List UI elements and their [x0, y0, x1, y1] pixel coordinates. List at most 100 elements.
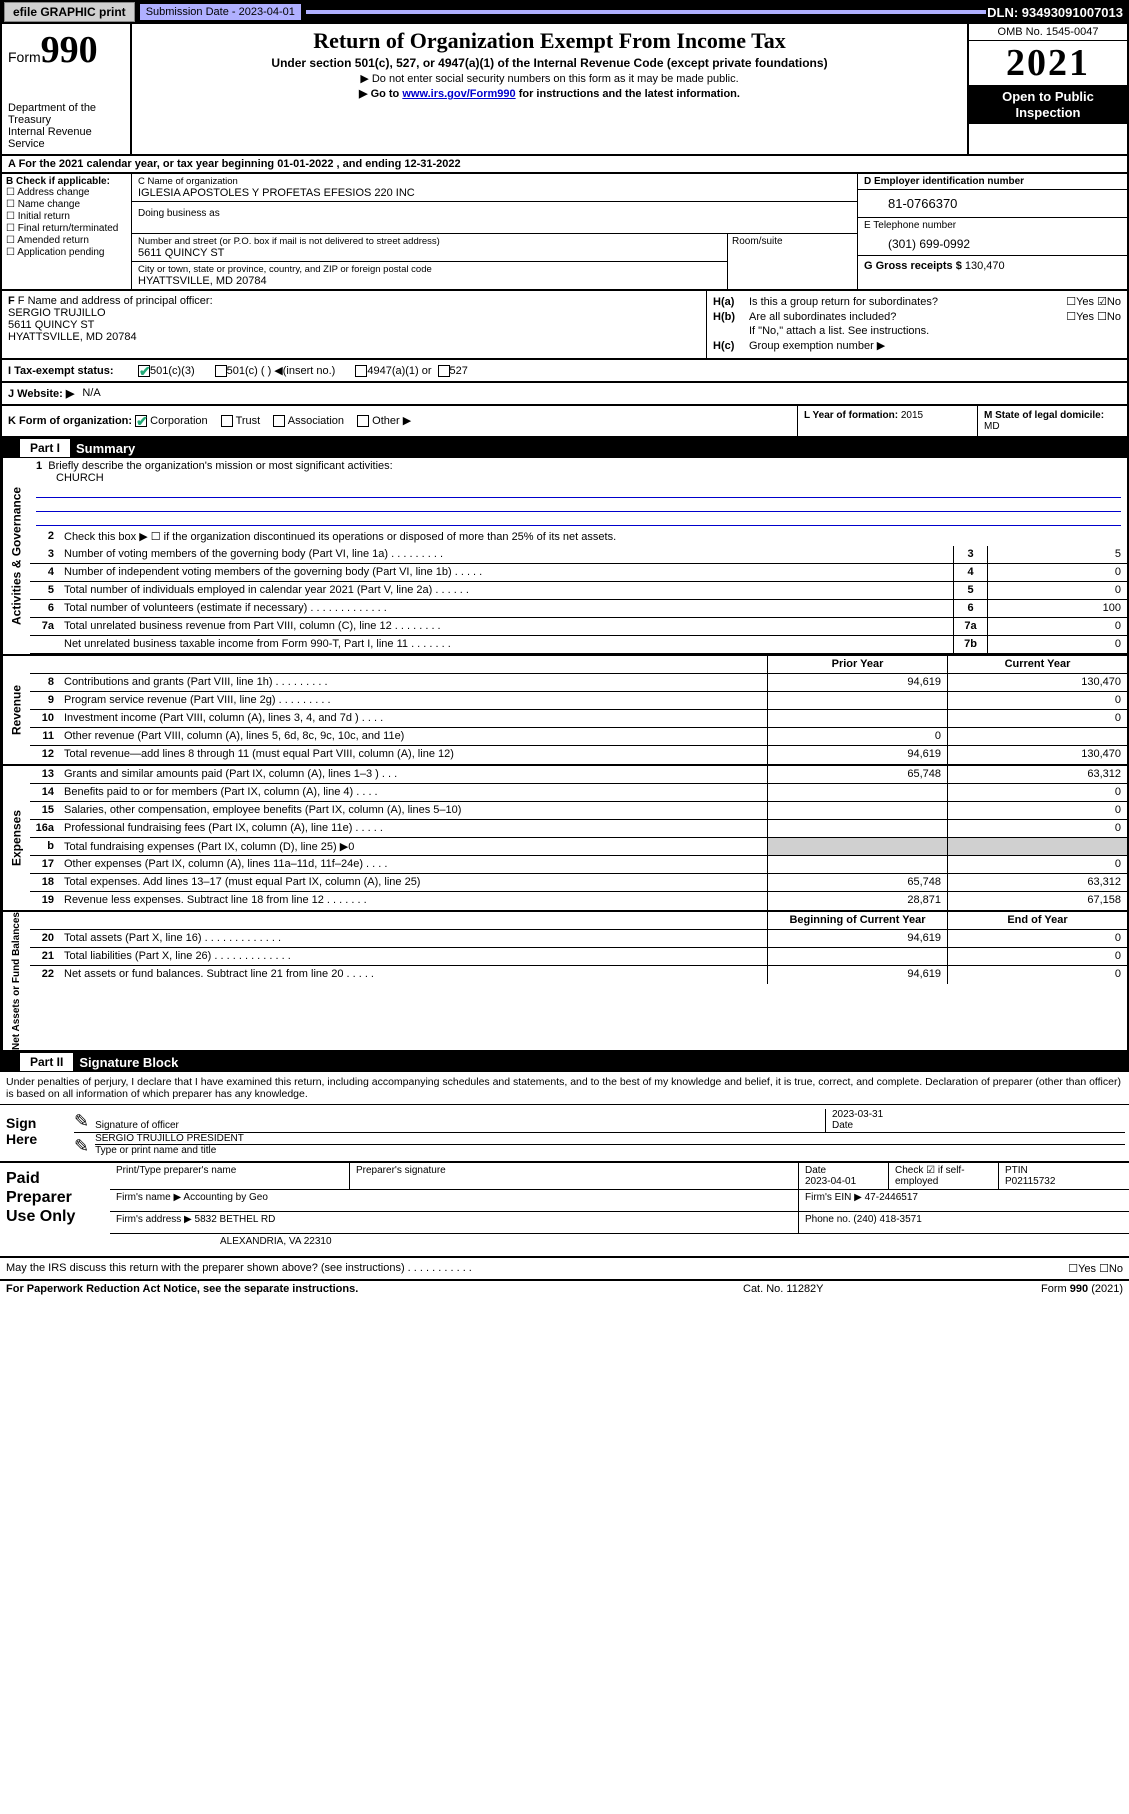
side-revenue: Revenue: [2, 656, 30, 764]
pen-icon: ✎: [74, 1111, 89, 1132]
chk-trust[interactable]: [221, 415, 233, 427]
chk-initial-return[interactable]: ☐ Initial return: [6, 211, 127, 222]
prep-selfemp[interactable]: Check ☑ if self-employed: [889, 1163, 999, 1189]
chk-assoc[interactable]: [273, 415, 285, 427]
spacer: [306, 9, 987, 15]
org-name: IGLESIA APOSTOLES Y PROFETAS EFESIOS 220…: [138, 187, 851, 199]
preparer-block: Paid Preparer Use Only Print/Type prepar…: [0, 1163, 1129, 1258]
net-line-22: 22Net assets or fund balances. Subtract …: [30, 966, 1127, 984]
form-title: Return of Organization Exempt From Incom…: [140, 28, 959, 54]
chk-4947[interactable]: [355, 365, 367, 377]
irs-label: Internal Revenue Service: [8, 126, 124, 150]
exp-line-18: 18Total expenses. Add lines 13–17 (must …: [30, 874, 1127, 892]
firm-addr2: ALEXANDRIA, VA 22310: [110, 1234, 1129, 1256]
side-net: Net Assets or Fund Balances: [2, 912, 30, 1050]
pen-icon-2: ✎: [74, 1136, 89, 1157]
ein-label: D Employer identification number: [858, 174, 1127, 190]
dba-label: Doing business as: [132, 202, 857, 234]
officer-print-name: SERGIO TRUJILLO PRESIDENT: [95, 1133, 1125, 1145]
open-inspection: Open to Public Inspection: [969, 85, 1127, 124]
form-ref: Form 990 (2021): [943, 1283, 1123, 1295]
chk-app-pending[interactable]: ☐ Application pending: [6, 247, 127, 258]
form-id-box: Form990 Department of the Treasury Inter…: [2, 24, 132, 154]
ein-value: 81-0766370: [858, 190, 1127, 217]
efile-print-button[interactable]: efile GRAPHIC print: [4, 2, 135, 22]
org-name-label: C Name of organization: [138, 176, 851, 187]
website-value: N/A: [82, 387, 100, 400]
box-c: C Name of organization IGLESIA APOSTOLES…: [132, 174, 857, 289]
irs-link[interactable]: www.irs.gov/Form990: [402, 88, 515, 100]
form-note-ssn: ▶ Do not enter social security numbers o…: [140, 72, 959, 85]
part1-header: Part I Summary: [0, 438, 1129, 458]
paperwork-notice: For Paperwork Reduction Act Notice, see …: [6, 1283, 743, 1295]
side-governance: Activities & Governance: [2, 458, 30, 654]
top-bar: efile GRAPHIC print Submission Date - 20…: [0, 0, 1129, 24]
part1-num: Part I: [20, 439, 70, 457]
declaration: Under penalties of perjury, I declare th…: [0, 1072, 1129, 1105]
prep-date: 2023-04-01: [805, 1176, 856, 1187]
sig-date: 2023-03-31: [832, 1109, 883, 1120]
prep-name-hdr: Print/Type preparer's name: [110, 1163, 350, 1189]
side-expenses: Expenses: [2, 766, 30, 910]
ha-yesno[interactable]: ☐Yes ☑No: [1011, 295, 1121, 308]
form-title-box: Return of Organization Exempt From Incom…: [132, 24, 967, 154]
chk-other[interactable]: [357, 415, 369, 427]
gov-line-7b: Net unrelated business taxable income fr…: [30, 636, 1127, 654]
firm-phone: (240) 418-3571: [853, 1214, 921, 1225]
chk-address-change[interactable]: ☐ Address change: [6, 187, 127, 198]
chk-amended[interactable]: ☐ Amended return: [6, 235, 127, 246]
form-number: 990: [41, 29, 98, 71]
officer-name: SERGIO TRUJILLO: [8, 307, 700, 319]
cat-no: Cat. No. 11282Y: [743, 1283, 943, 1295]
rev-line-12: 12Total revenue—add lines 8 through 11 (…: [30, 746, 1127, 764]
dept-treasury: Department of the Treasury: [8, 102, 124, 126]
exp-line-14: 14Benefits paid to or for members (Part …: [30, 784, 1127, 802]
firm-ein: 47-2446517: [865, 1192, 918, 1203]
exp-line-13: 13Grants and similar amounts paid (Part …: [30, 766, 1127, 784]
firm-name: Accounting by Geo: [183, 1192, 268, 1203]
exp-line-15: 15Salaries, other compensation, employee…: [30, 802, 1127, 820]
box-b: B Check if applicable: ☐ Address change …: [2, 174, 132, 289]
sign-block: Sign Here ✎ Signature of officer 2023-03…: [0, 1105, 1129, 1163]
gov-line-6: 6Total number of volunteers (estimate if…: [30, 600, 1127, 618]
discuss-yesno[interactable]: ☐Yes ☐No: [1068, 1262, 1123, 1275]
box-b-label: B Check if applicable:: [6, 176, 127, 187]
mission-text: CHURCH: [36, 472, 1121, 484]
chk-501c[interactable]: [215, 365, 227, 377]
prep-sig-hdr: Preparer's signature: [350, 1163, 799, 1189]
firm-addr1: 5832 BETHEL RD: [195, 1214, 276, 1225]
hb-yesno[interactable]: ☐Yes ☐No: [1011, 310, 1121, 323]
box-h: H(a)Is this a group return for subordina…: [707, 291, 1127, 358]
chk-501c3[interactable]: [138, 365, 150, 377]
form-subtitle: Under section 501(c), 527, or 4947(a)(1)…: [140, 56, 959, 70]
sign-here-label: Sign Here: [0, 1105, 70, 1161]
tel-value: (301) 699-0992: [858, 233, 1127, 256]
tel-label: E Telephone number: [858, 217, 1127, 233]
goto-post: for instructions and the latest informat…: [516, 88, 740, 100]
gov-line-5: 5Total number of individuals employed in…: [30, 582, 1127, 600]
block-fh: F F Name and address of principal office…: [0, 291, 1129, 360]
rev-line-11: 11Other revenue (Part VIII, column (A), …: [30, 728, 1127, 746]
box-m: M State of legal domicile:MD: [977, 406, 1127, 436]
chk-corp[interactable]: [135, 415, 147, 427]
city-value: HYATTSVILLE, MD 20784: [138, 275, 721, 287]
part2-header: Part II Signature Block: [0, 1052, 1129, 1072]
submission-date: Submission Date - 2023-04-01: [139, 3, 302, 21]
officer-addr2: HYATTSVILLE, MD 20784: [8, 331, 700, 343]
row-i: I Tax-exempt status: 501(c)(3) 501(c) ( …: [0, 360, 1129, 383]
chk-name-change[interactable]: ☐ Name change: [6, 199, 127, 210]
gross-receipts: G Gross receipts $ 130,470: [858, 256, 1127, 276]
form-link-line: ▶ Go to www.irs.gov/Form990 for instruct…: [140, 87, 959, 100]
officer-addr1: 5611 QUINCY ST: [8, 319, 700, 331]
street-label: Number and street (or P.O. box if mail i…: [138, 236, 721, 247]
part2-title: Signature Block: [79, 1055, 178, 1070]
chk-final-return[interactable]: ☐ Final return/terminated: [6, 223, 127, 234]
chk-527[interactable]: [438, 365, 450, 377]
room-suite-label: Room/suite: [727, 234, 857, 289]
omb-year-box: OMB No. 1545-0047 2021 Open to Public In…: [967, 24, 1127, 154]
exp-line-b: bTotal fundraising expenses (Part IX, co…: [30, 838, 1127, 856]
box-k: K Form of organization: Corporation Trus…: [2, 406, 797, 436]
exp-line-19: 19Revenue less expenses. Subtract line 1…: [30, 892, 1127, 910]
form-word: Form: [8, 49, 41, 65]
dln: DLN: 93493091007013: [987, 5, 1123, 20]
